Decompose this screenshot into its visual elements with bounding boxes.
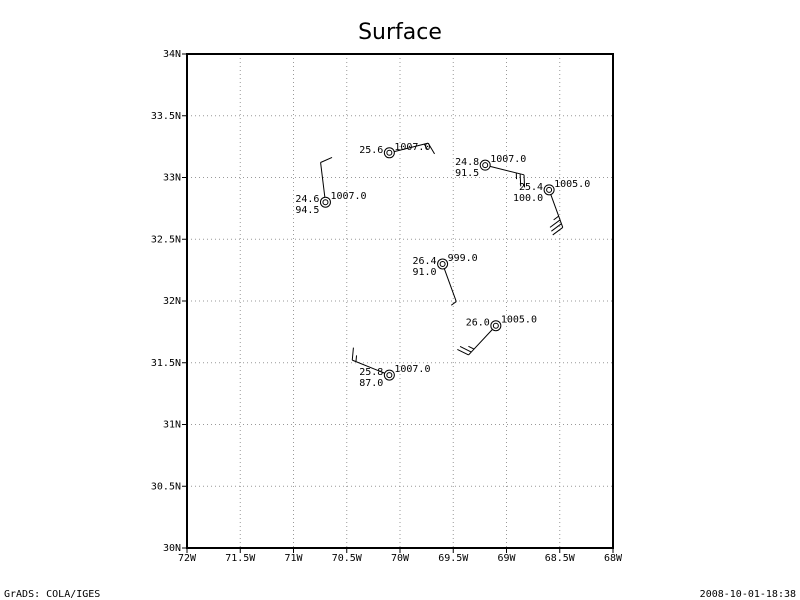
station-temp: 24.6	[295, 194, 319, 205]
station-marker	[437, 258, 449, 270]
y-tick-label: 32.5N	[151, 234, 181, 245]
station-temp: 24.8	[455, 157, 479, 168]
map-frame	[186, 53, 614, 549]
y-tick-label: 33.5N	[151, 111, 181, 122]
wind-barb	[443, 268, 457, 306]
x-tick-label: 71.5W	[225, 553, 256, 564]
station-humidity: 94.5	[295, 205, 319, 216]
station-marker-inner	[546, 186, 553, 193]
x-tick-label: 68.5W	[545, 553, 576, 564]
y-tick-label: 34N	[163, 49, 181, 60]
station-temp: 26.4	[413, 256, 437, 267]
station-marker	[543, 184, 555, 196]
station-marker-inner	[386, 149, 393, 156]
station-humidity: 100.0	[513, 193, 543, 204]
station-humidity: 91.0	[413, 267, 437, 278]
station-marker-inner	[439, 260, 446, 267]
wind-barb	[394, 142, 435, 155]
station-temp: 25.4	[519, 182, 543, 193]
station-pressure: 1007.0	[490, 154, 526, 165]
wind-barb	[489, 165, 526, 188]
y-tick-label: 33N	[163, 173, 181, 184]
wind-barb	[320, 157, 333, 198]
y-tick-label: 31N	[163, 420, 181, 431]
x-tick-label: 68W	[604, 553, 623, 564]
footer-left: GrADS: COLA/IGES	[4, 589, 100, 600]
y-tick-label: 32N	[163, 296, 181, 307]
station-temp: 25.8	[359, 367, 383, 378]
x-tick-label: 70W	[391, 553, 410, 564]
footer-right: 2008-10-01-18:38	[700, 589, 796, 600]
station-marker-inner	[386, 372, 393, 379]
x-tick-label: 72W	[178, 553, 197, 564]
map-title: Surface	[358, 20, 442, 45]
station-pressure: 999.0	[448, 253, 478, 264]
wind-barb	[549, 194, 564, 236]
station-temp: 26.0	[466, 318, 490, 329]
station-marker	[319, 196, 331, 208]
station-pressure: 1007.0	[330, 191, 366, 202]
y-tick-label: 30N	[163, 543, 181, 554]
station-pressure: 1007.0	[394, 364, 430, 375]
y-tick-label: 30.5N	[151, 481, 181, 492]
x-tick-label: 70.5W	[332, 553, 363, 564]
y-tick-label: 31.5N	[151, 358, 181, 369]
station-pressure: 1005.0	[554, 179, 590, 190]
station-humidity: 87.0	[359, 378, 383, 389]
station-marker-inner	[482, 162, 489, 169]
wind-barb	[457, 329, 493, 356]
station-pressure: 1005.0	[501, 315, 537, 326]
station-humidity: 91.5	[455, 168, 479, 179]
station-marker	[490, 320, 502, 332]
x-tick-label: 71W	[284, 553, 303, 564]
x-tick-label: 69W	[497, 553, 516, 564]
station-marker	[383, 369, 395, 381]
station-pressure: 1007.0	[394, 142, 430, 153]
wind-barb	[351, 347, 385, 374]
x-tick-label: 69.5W	[438, 553, 469, 564]
station-temp: 25.6	[359, 145, 383, 156]
station-marker-inner	[322, 199, 329, 206]
station-marker-inner	[492, 322, 499, 329]
station-marker	[383, 147, 395, 159]
station-marker	[479, 159, 491, 171]
